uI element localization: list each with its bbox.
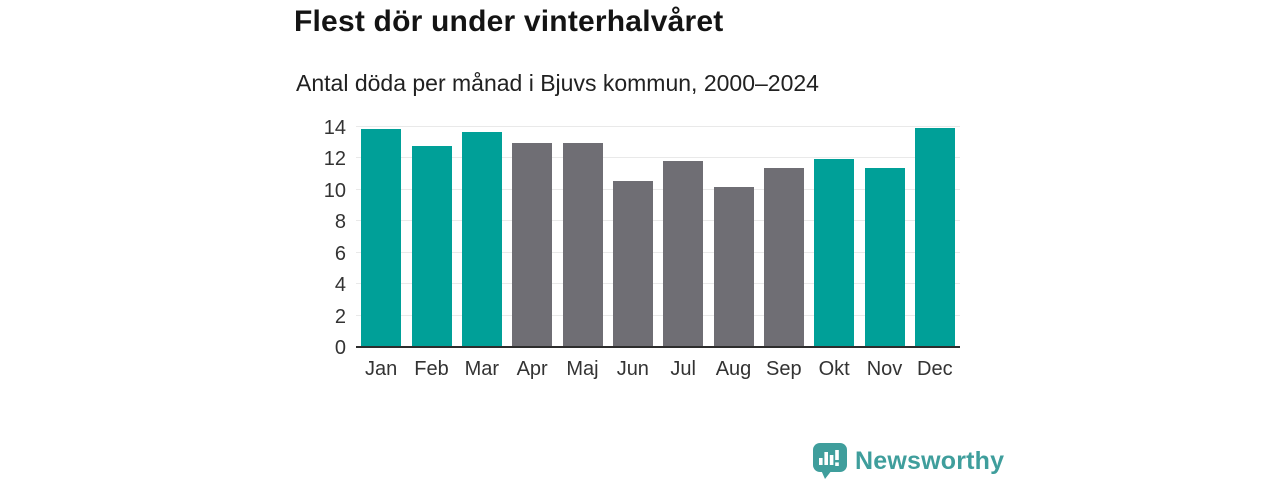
x-tick-label-dec: Dec [917, 358, 953, 380]
y-tick-label-10: 10 [323, 179, 346, 202]
bar-maj [562, 143, 603, 346]
gridline-y-6 [356, 251, 960, 253]
newsworthy-logo-text: Newsworthy [855, 446, 1005, 475]
gridline-y-2 [356, 314, 960, 316]
bar-apr [512, 143, 553, 346]
y-tick-label-2: 2 [334, 305, 346, 328]
bar-jul [663, 160, 704, 346]
x-tick-label-maj: Maj [566, 358, 599, 380]
x-tick-label-sep: Sep [766, 358, 802, 380]
y-tick-label-6: 6 [334, 242, 346, 265]
bar-sep [763, 168, 804, 346]
gridline-y-4 [356, 283, 960, 285]
bar-aug [713, 187, 754, 346]
bar-jan [361, 129, 402, 346]
y-tick-label-4: 4 [334, 274, 346, 297]
x-tick-label-okt: Okt [818, 358, 850, 380]
y-tick-label-14: 14 [323, 117, 346, 139]
y-tick-label-0: 0 [334, 337, 346, 359]
gridline-y-8 [356, 220, 960, 222]
x-tick-label-apr: Apr [516, 358, 548, 380]
bar-jun [612, 181, 653, 346]
y-tick-label-8: 8 [334, 211, 346, 234]
newsworthy-logo-icon [813, 443, 847, 479]
bar-feb [411, 146, 452, 346]
x-tick-label-jan: Jan [365, 358, 398, 380]
x-tick-label-jun: Jun [616, 358, 649, 380]
bar-okt [814, 159, 855, 346]
y-tick-label-12: 12 [323, 148, 346, 171]
x-tick-label-aug: Aug [715, 358, 752, 380]
gridline-y-12 [356, 157, 960, 159]
bar-nov [864, 168, 905, 346]
x-tick-label-mar: Mar [464, 358, 500, 380]
x-tick-label-jul: Jul [670, 358, 696, 380]
bar-mar [461, 132, 502, 346]
x-tick-label-feb: Feb [414, 358, 449, 380]
x-tick-label-nov: Nov [866, 358, 903, 380]
chart-title: Flest dör under vinterhalvåret [294, 5, 724, 38]
gridline-y-14 [356, 126, 960, 127]
newsworthy-logo: Newsworthy [812, 443, 1004, 479]
plot-area [356, 126, 960, 348]
gridline-y-10 [356, 188, 960, 190]
chart-subtitle: Antal döda per månad i Bjuvs kommun, 200… [296, 70, 819, 96]
bar-dec [914, 127, 955, 346]
